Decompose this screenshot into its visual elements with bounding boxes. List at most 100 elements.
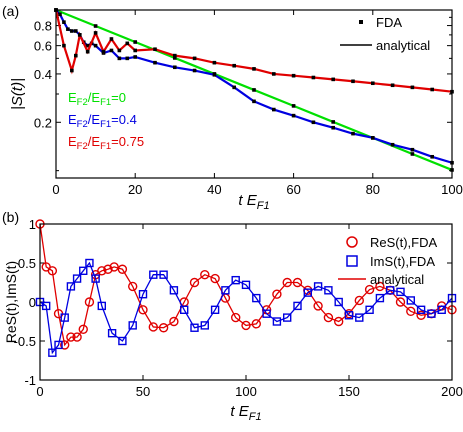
panel-a-series-label-sub: F2 xyxy=(77,119,88,130)
panel-b-data-point xyxy=(230,312,241,323)
panel-b-data-point xyxy=(221,286,230,295)
panel-a-series-label-part: E xyxy=(68,112,77,127)
panel-a-data-point xyxy=(351,79,355,84)
panel-a-data-point xyxy=(173,65,177,70)
panel-a-series-label-part: E xyxy=(68,134,77,149)
panel-a-xtick-label: 0 xyxy=(52,182,59,197)
panel-b-data-point xyxy=(292,277,303,288)
panel-b-data-point xyxy=(293,301,302,311)
panel-a-data-point xyxy=(212,73,217,77)
panel-a-series-label-sub: F2 xyxy=(77,97,88,108)
panel-a-series-label-part: =0.75 xyxy=(111,134,144,149)
panel-b-data-point xyxy=(169,316,179,327)
panel-b-data-point xyxy=(210,305,220,314)
panel-a-data-point xyxy=(125,41,130,46)
legend-a-marker xyxy=(359,20,363,24)
panel-b-data-point xyxy=(66,332,76,342)
panel-a-data-point xyxy=(74,53,78,58)
panel-b-data-point xyxy=(97,301,107,311)
panel-a-data-point xyxy=(85,49,90,54)
panel-b-ytick-label: -1 xyxy=(24,373,36,388)
panel-b-data-point xyxy=(72,274,82,283)
panel-b-data-point xyxy=(138,290,148,299)
panel-a-series-line xyxy=(54,9,453,93)
panel-a-data-point xyxy=(232,63,236,68)
panel-b-data-point xyxy=(252,293,261,303)
panel-b-data-point xyxy=(109,262,119,272)
panel-b-data-point xyxy=(365,305,374,314)
panel-a-data-point xyxy=(331,120,335,124)
panel-a-xlabel-sub: F1 xyxy=(257,200,270,212)
panel-a-data-point xyxy=(212,60,217,65)
panel-a-data-point xyxy=(77,33,82,37)
panel-a-data-point xyxy=(252,67,256,71)
panel-b-xlabel-sub: F1 xyxy=(249,411,262,423)
panel-b-data-point xyxy=(85,258,94,268)
panel-a-xtick-label: 60 xyxy=(286,182,300,197)
legend-b-label: ReS(t),FDA xyxy=(370,235,438,250)
panel-b-ytick-label: 0.5 xyxy=(18,256,36,271)
panel-a-series-label: EF2/EF1=0.75 xyxy=(68,134,144,152)
panel-a-data-point xyxy=(351,131,355,136)
panel-a-data-point xyxy=(272,72,276,76)
panel-b-data-point xyxy=(282,277,292,288)
panel-a-data-point xyxy=(371,136,375,140)
panel-a-chart: (a)0 20 40 60 80 1000.20.40.60.8EF2/EF1=0EF2/… xyxy=(2,3,463,212)
panel-a-data-point xyxy=(125,56,130,61)
panel-a-data-point xyxy=(291,73,296,78)
panel-b-plot-frame xyxy=(39,223,453,381)
panel-b-data-point xyxy=(79,266,88,275)
panel-a-data-point xyxy=(232,85,236,90)
panel-a-data-point xyxy=(192,56,197,61)
panel-a-data-point xyxy=(74,29,78,33)
panel-b-data-point xyxy=(60,313,69,322)
panel-b-data-point xyxy=(78,324,88,334)
panel-a-data-point xyxy=(173,56,177,60)
panel-b-xtick-label: 50 xyxy=(136,384,150,399)
panel-a-data-point xyxy=(311,75,316,80)
panel-b-data-point xyxy=(149,270,158,279)
panel-b-data-point xyxy=(396,287,405,297)
panel-a-data-point xyxy=(66,27,70,31)
panel-b-data-point xyxy=(117,264,128,274)
panel-a-series-label-sub: F1 xyxy=(100,97,111,108)
panel-a-data-point xyxy=(311,120,316,125)
panel-b-xlabel: t EF1 xyxy=(230,403,261,423)
panel-b-data-point xyxy=(179,305,189,314)
panel-b-data-point xyxy=(107,329,117,338)
panel-a-data-point xyxy=(133,40,137,44)
panel-b-data-point xyxy=(48,348,57,357)
panel-b-data-point xyxy=(344,311,354,320)
panel-b-data-point xyxy=(355,313,364,322)
panel-a-data-point xyxy=(252,99,256,104)
panel-b-data-point xyxy=(97,266,107,276)
panel-a-data-point xyxy=(93,24,98,28)
panel-a-data-point xyxy=(331,125,335,130)
panel-b-data-point xyxy=(375,293,385,303)
panel-b-data-point xyxy=(272,289,282,299)
panel-a-xtick-label: 80 xyxy=(366,182,380,197)
panel-a-series-label-sub: F1 xyxy=(100,119,111,130)
legend-b-square-marker xyxy=(346,255,358,267)
panel-a-plot-frame xyxy=(55,9,453,179)
panel-b-data-point xyxy=(54,340,63,350)
panel-b-data-point xyxy=(159,270,168,279)
panel-a-label: (a) xyxy=(2,3,19,19)
panel-a-data-point xyxy=(331,77,335,82)
panel-b-data-point xyxy=(354,295,364,306)
panel-b-data-point xyxy=(272,317,282,326)
panel-a-data-point xyxy=(117,48,122,53)
legend-b-circle-marker xyxy=(346,236,358,248)
panel-a-series-label: EF2/EF1=0 xyxy=(68,90,126,108)
panel-b-data-point xyxy=(324,286,333,295)
panel-a-xtick-label: 40 xyxy=(207,182,221,197)
panel-a-data-point xyxy=(70,68,74,73)
panel-a-xtick-label: 20 xyxy=(128,182,142,197)
panel-b-data-point xyxy=(313,301,323,311)
legend-b-label: ImS(t),FDA xyxy=(370,254,435,269)
panel-b-data-point xyxy=(283,313,292,322)
panel-a-ytick-label: 0.8 xyxy=(34,19,52,34)
panel-a-ytick-label: 0.4 xyxy=(34,67,52,82)
panel-b-data-point xyxy=(41,301,51,311)
